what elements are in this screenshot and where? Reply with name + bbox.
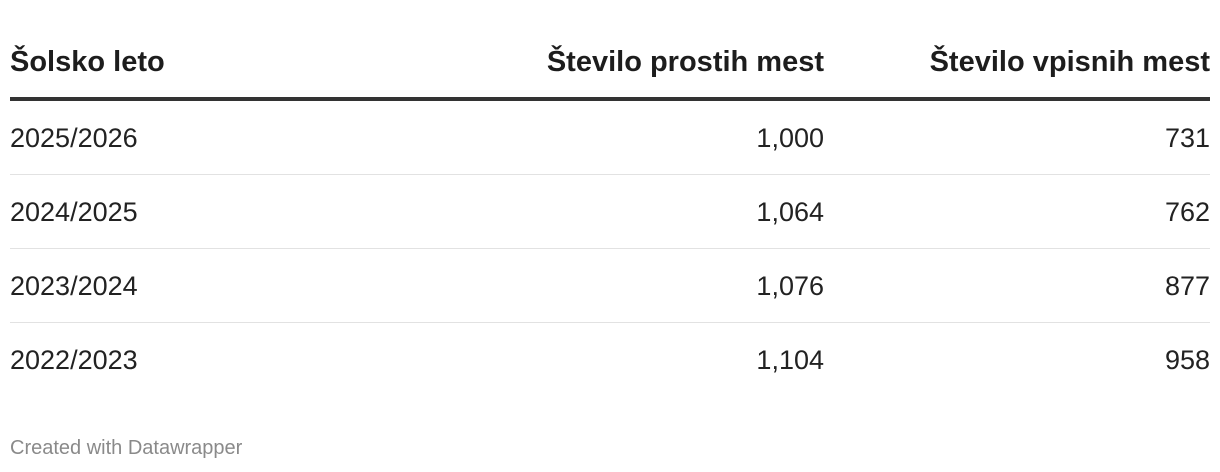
table-cell: 1,076 — [756, 271, 824, 301]
table-cell: 1,104 — [756, 345, 824, 375]
table-cell: 731 — [1164, 123, 1210, 153]
column-header: Število prostih mest — [546, 46, 824, 78]
table-cell: 762 — [1164, 197, 1210, 227]
header-rule — [10, 97, 1210, 101]
table-cell: 2024/2025 — [10, 197, 138, 227]
footer: Created with Datawrapper — [10, 437, 243, 459]
table-cell: 958 — [1164, 345, 1210, 375]
column-header: Število vpisnih mest — [929, 46, 1210, 78]
row-separator — [10, 248, 1210, 249]
table-cell: 2022/2023 — [10, 345, 138, 375]
row-separator — [10, 322, 1210, 323]
table-cell: 1,064 — [756, 197, 824, 227]
table-cell: 2023/2024 — [10, 271, 138, 301]
table-cell: 1,000 — [756, 123, 824, 153]
column-header: Šolsko leto — [10, 46, 165, 78]
row-separator — [10, 174, 1210, 175]
table-cell: 2025/2026 — [10, 123, 138, 153]
table-cell: 877 — [1164, 271, 1210, 301]
